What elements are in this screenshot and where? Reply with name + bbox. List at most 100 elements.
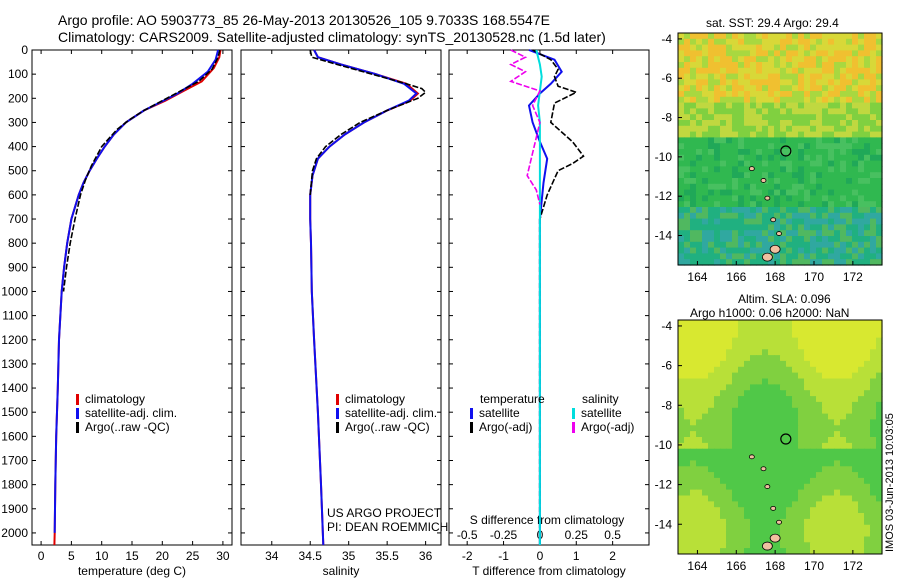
sla-map-cell xyxy=(810,437,817,444)
sla-map-cell xyxy=(840,437,847,444)
sla-map-cell xyxy=(876,483,883,491)
sla-map-cell xyxy=(774,466,781,473)
sst-map-cell xyxy=(810,166,817,173)
sla-map-cell xyxy=(792,337,799,344)
sla-map-cell xyxy=(756,337,763,344)
sst-map-cell xyxy=(858,50,865,57)
sst-map-cell xyxy=(684,50,691,57)
sla-map-cell xyxy=(714,372,721,379)
sst-map-cell xyxy=(756,44,763,51)
sst-map-cell xyxy=(828,91,835,98)
sla-map-cell xyxy=(846,390,853,397)
sst-map-cell xyxy=(738,96,745,104)
sla-map-cell xyxy=(678,372,685,379)
sst-map-cell xyxy=(732,259,739,266)
sst-map-cell xyxy=(726,195,733,202)
sst-map-cell xyxy=(744,38,751,46)
sla-map-cell xyxy=(720,448,727,456)
sla-map-cell xyxy=(786,507,793,514)
sla-map-cell xyxy=(720,372,727,379)
sst-map-cell xyxy=(816,62,823,69)
sst-map-cell xyxy=(732,85,739,92)
sla-map-cell xyxy=(840,425,847,432)
sst-map-cell xyxy=(858,166,865,173)
sst-map-cell xyxy=(678,62,685,69)
sst-map-cell xyxy=(816,259,823,266)
sst-map-cell xyxy=(822,50,829,57)
sst-map-cell xyxy=(738,85,745,92)
sla-map-cell xyxy=(798,320,805,327)
difference-legend-temperature: temperature satellite Argo(-adj) xyxy=(470,392,545,434)
sla-map-cell xyxy=(840,407,847,415)
sla-map-cell xyxy=(738,472,745,479)
sla-map-cell xyxy=(774,419,781,426)
sst-map-cell xyxy=(816,178,823,185)
sla-map-cell xyxy=(720,466,727,473)
sla-map-cell xyxy=(858,501,865,508)
sla-map-cell xyxy=(834,466,841,473)
sst-map-cell xyxy=(750,38,757,46)
sla-map-cell xyxy=(876,536,883,543)
sst-map-cell xyxy=(732,207,739,214)
sst-map-cell xyxy=(864,154,871,162)
sst-map-cell xyxy=(810,160,817,167)
sla-map-cell xyxy=(870,495,877,502)
sst-map-cell xyxy=(828,207,835,214)
sla-map-cell xyxy=(726,360,733,368)
sst-map-cell xyxy=(720,108,727,115)
sla-map-cell xyxy=(690,472,697,479)
sla-map-cell xyxy=(798,413,805,420)
legend-swatch-climatology xyxy=(336,393,339,405)
sst-map-cell xyxy=(750,195,757,202)
sst-map-cell xyxy=(828,62,835,69)
sst-map-cell xyxy=(678,247,685,254)
sst-map-cell xyxy=(852,195,859,202)
sst-map-cell xyxy=(690,56,697,63)
sla-map-cell xyxy=(762,536,769,543)
sst-map-cell xyxy=(774,85,781,92)
sla-island xyxy=(776,519,782,525)
sst-map-cell xyxy=(822,137,829,144)
sst-map-cell xyxy=(870,154,877,162)
sst-map-cell xyxy=(846,241,853,249)
sst-map-cell xyxy=(864,108,871,115)
sla-map-cell xyxy=(708,401,715,409)
sst-map-cell xyxy=(786,56,793,63)
sst-map-cell xyxy=(804,137,811,144)
sst-map-cell xyxy=(780,224,787,231)
sla-map-cell xyxy=(684,489,691,496)
sla-map-cell xyxy=(762,372,769,379)
sla-map-cell xyxy=(762,337,769,344)
sst-map-cell xyxy=(690,207,697,214)
sla-map-cell xyxy=(762,331,769,339)
sst-map-cell xyxy=(846,207,853,214)
sla-map-cell xyxy=(846,425,853,432)
sla-map-cell xyxy=(858,360,865,368)
sla-map-cell xyxy=(780,372,787,379)
sst-map-cell xyxy=(798,160,805,167)
sst-map-cell xyxy=(828,114,835,121)
sst-map-cell xyxy=(762,259,769,266)
sla-map-cell xyxy=(870,507,877,514)
sla-map-cell xyxy=(852,477,859,485)
sst-map-cell xyxy=(708,120,715,127)
sla-map-cell xyxy=(870,378,877,385)
sla-map-cell xyxy=(870,407,877,415)
sst-map-cell xyxy=(780,241,787,249)
sst-map-cell xyxy=(762,166,769,173)
sla-map-cell xyxy=(846,477,853,485)
sla-map-cell xyxy=(684,413,691,420)
sla-map-cell xyxy=(678,483,685,491)
sst-map-cell xyxy=(858,38,865,46)
sla-map-cell xyxy=(696,360,703,368)
sla-map-cell xyxy=(744,466,751,473)
sst-map-cell xyxy=(684,224,691,231)
sst-map-cell xyxy=(858,189,865,196)
sla-map-cell xyxy=(792,454,799,461)
sst-map-cell xyxy=(876,79,883,86)
sst-map-cell xyxy=(744,102,751,109)
sla-map-cell xyxy=(876,325,883,333)
sla-map-cell xyxy=(684,366,691,374)
sla-map-cell xyxy=(744,349,751,356)
sst-map-cell xyxy=(750,218,757,225)
